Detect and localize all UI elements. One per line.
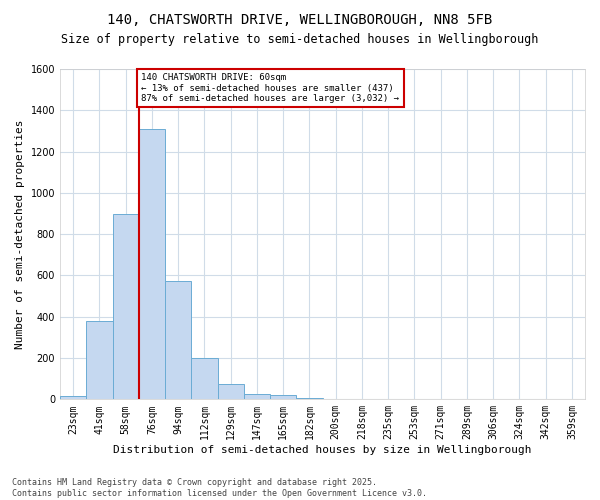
Text: 140, CHATSWORTH DRIVE, WELLINGBOROUGH, NN8 5FB: 140, CHATSWORTH DRIVE, WELLINGBOROUGH, N… bbox=[107, 12, 493, 26]
Bar bbox=[60, 396, 86, 400]
Text: Contains HM Land Registry data © Crown copyright and database right 2025.
Contai: Contains HM Land Registry data © Crown c… bbox=[12, 478, 427, 498]
Bar bbox=[244, 394, 270, 400]
Bar bbox=[165, 280, 191, 400]
Bar bbox=[296, 398, 323, 400]
Bar bbox=[86, 321, 113, 400]
Bar bbox=[191, 358, 218, 400]
Bar bbox=[113, 214, 139, 400]
Bar bbox=[218, 384, 244, 400]
Bar bbox=[270, 395, 296, 400]
X-axis label: Distribution of semi-detached houses by size in Wellingborough: Distribution of semi-detached houses by … bbox=[113, 445, 532, 455]
Y-axis label: Number of semi-detached properties: Number of semi-detached properties bbox=[15, 120, 25, 349]
Text: Size of property relative to semi-detached houses in Wellingborough: Size of property relative to semi-detach… bbox=[61, 32, 539, 46]
Text: 140 CHATSWORTH DRIVE: 60sqm
← 13% of semi-detached houses are smaller (437)
87% : 140 CHATSWORTH DRIVE: 60sqm ← 13% of sem… bbox=[142, 73, 400, 103]
Bar bbox=[139, 129, 165, 400]
